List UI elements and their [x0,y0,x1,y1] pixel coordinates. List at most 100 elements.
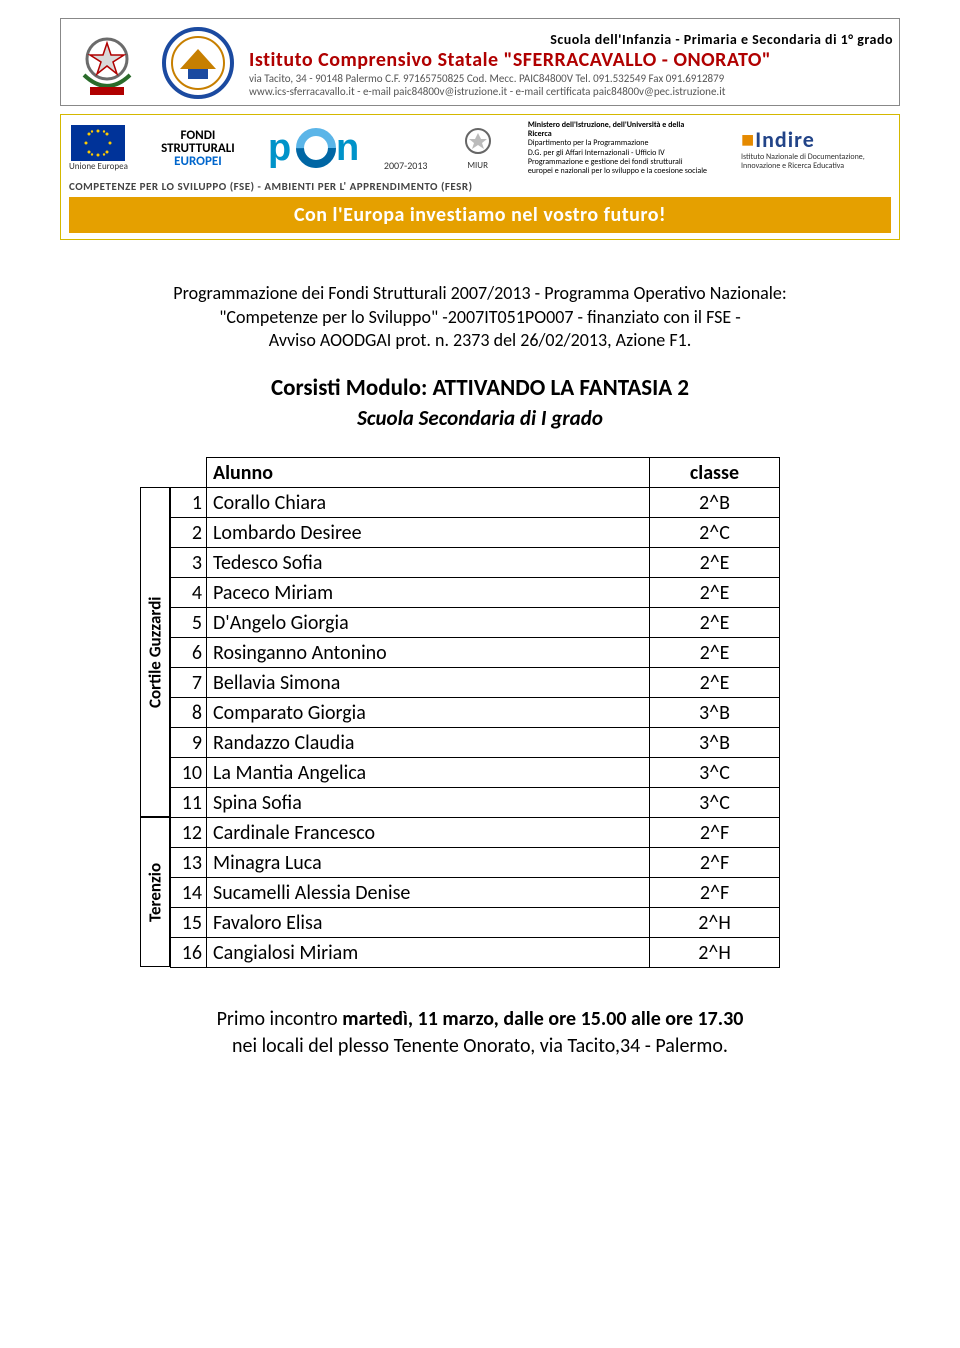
miur-description: Ministero dell'Istruzione, dell'Universi… [528,121,708,176]
row-class: 2^C [650,518,780,548]
miur-t1: Ministero dell'Istruzione, dell'Universi… [528,121,708,139]
row-name: Sucamelli Alessia Denise [207,878,650,908]
row-class: 2^E [650,608,780,638]
table-row: 10La Mantia Angelica3^C [171,758,780,788]
row-num: 14 [171,878,207,908]
row-name: Cangialosi Miriam [207,938,650,968]
school-header-text: Scuola dell'Infanzia - Primaria e Second… [249,23,893,98]
table-row: 1Corallo Chiara2^B [171,488,780,518]
row-name: Lombardo Desiree [207,518,650,548]
row-class: 2^B [650,488,780,518]
school-type: Scuola dell'Infanzia - Primaria e Second… [249,31,893,48]
table-row: 2Lombardo Desiree2^C [171,518,780,548]
row-num: 6 [171,638,207,668]
prog-l2: "Competenze per lo Sviluppo" -2007IT051P… [60,306,900,329]
indire-logo: ■Indire Istituto Nazionale di Documentaz… [741,126,891,171]
eu-label: Unione Europea [69,161,128,172]
row-class: 3^C [650,788,780,818]
row-num: 3 [171,548,207,578]
row-class: 2^E [650,548,780,578]
school-crest-icon [155,23,241,103]
row-class: 2^F [650,878,780,908]
row-num: 12 [171,818,207,848]
italy-emblem-icon [67,23,147,103]
col-alunno: Alunno [207,458,650,488]
row-num: 2 [171,518,207,548]
row-class: 2^H [650,938,780,968]
side-groups-column: Cortile GuzzardiTerenzio [140,457,170,968]
school-address: via Tacito, 34 - 90148 Palermo C.F. 9716… [249,72,893,85]
row-name: Corallo Chiara [207,488,650,518]
row-class: 2^E [650,638,780,668]
table-row: 4Paceco Miriam2^E [171,578,780,608]
module-title: Corsisti Modulo: ATTIVANDO LA FANTASIA 2 [60,374,900,403]
row-num: 7 [171,668,207,698]
row-class: 2^E [650,578,780,608]
school-contacts: www.ics-sferracavallo.it - e-mail paic84… [249,85,893,98]
row-class: 3^C [650,758,780,788]
footer-pre: Primo incontro [217,1007,343,1031]
table-row: 3Tedesco Sofia2^E [171,548,780,578]
row-name: La Mantia Angelica [207,758,650,788]
table-row: 14Sucamelli Alessia Denise2^F [171,878,780,908]
prog-l1: Programmazione dei Fondi Strutturali 200… [60,282,900,305]
table-row: 15Favaloro Elisa2^H [171,908,780,938]
fondi-l3: EUROPEI [174,155,222,168]
svg-text:p: p [268,127,291,169]
row-num: 11 [171,788,207,818]
svg-text:n: n [336,127,359,169]
row-name: D'Angelo Giorgia [207,608,650,638]
side-group-2: Terenzio [140,817,170,967]
row-name: Spina Sofia [207,788,650,818]
side-group-1: Cortile Guzzardi [140,487,170,817]
row-class: 2^E [650,668,780,698]
row-num: 5 [171,608,207,638]
indire-brand: Indire [755,126,815,153]
row-num: 9 [171,728,207,758]
row-class: 2^F [650,818,780,848]
miur-t4: Programmazione e gestione dei fondi stru… [528,158,708,176]
prog-l3: Avviso AOODGAI prot. n. 2373 del 26/02/2… [60,329,900,352]
footer-line2: nei locali del plesso Tenente Onorato, v… [232,1034,728,1058]
europa-banner: Con l'Europa investiamo nel vostro futur… [69,197,891,233]
table-row: 7Bellavia Simona2^E [171,668,780,698]
footer-bold: martedì, 11 marzo, dalle ore 15.00 alle … [342,1007,743,1031]
row-class: 3^B [650,698,780,728]
row-name: Tedesco Sofia [207,548,650,578]
footer-text: Primo incontro martedì, 11 marzo, dalle … [60,1006,900,1060]
row-name: Bellavia Simona [207,668,650,698]
row-num: 10 [171,758,207,788]
miur-label: MIUR [467,160,488,171]
row-name: Rosinganno Antonino [207,638,650,668]
eu-flag-icon: Unione Europea [69,125,128,172]
miur-emblem-icon: MIUR [461,126,495,171]
row-num: 8 [171,698,207,728]
table-row: 13Minagra Luca2^F [171,848,780,878]
pon-header: Unione Europea FONDI STRUTTURALI EUROPEI… [60,114,900,240]
table-row: 6Rosinganno Antonino2^E [171,638,780,668]
row-name: Comparato Giorgia [207,698,650,728]
row-name: Favaloro Elisa [207,908,650,938]
row-class: 2^H [650,908,780,938]
row-name: Minagra Luca [207,848,650,878]
row-class: 2^F [650,848,780,878]
pon-years: 2007-2013 [384,159,428,172]
row-num: 16 [171,938,207,968]
table-row: 16Cangialosi Miriam2^H [171,938,780,968]
table-row: 9Randazzo Claudia3^B [171,728,780,758]
table-row: 5D'Angelo Giorgia2^E [171,608,780,638]
school-header: Scuola dell'Infanzia - Primaria e Second… [60,18,900,106]
col-classe: classe [650,458,780,488]
fondi-strutturali-label: FONDI STRUTTURALI EUROPEI [161,129,235,168]
programme-text: Programmazione dei Fondi Strutturali 200… [60,282,900,352]
row-num: 4 [171,578,207,608]
row-name: Paceco Miriam [207,578,650,608]
indire-sub: Istituto Nazionale di Documentazione, In… [741,153,891,171]
row-num: 13 [171,848,207,878]
fse-fesr-line: COMPETENZE PER LO SVILUPPO (FSE) - AMBIE… [69,180,891,193]
table-row: 12Cardinale Francesco2^F [171,818,780,848]
row-class: 3^B [650,728,780,758]
pon-logo-icon: p n 2007-2013 [268,126,428,172]
students-table-wrap: Cortile GuzzardiTerenzio Alunno classe 1… [140,457,780,968]
row-num: 15 [171,908,207,938]
